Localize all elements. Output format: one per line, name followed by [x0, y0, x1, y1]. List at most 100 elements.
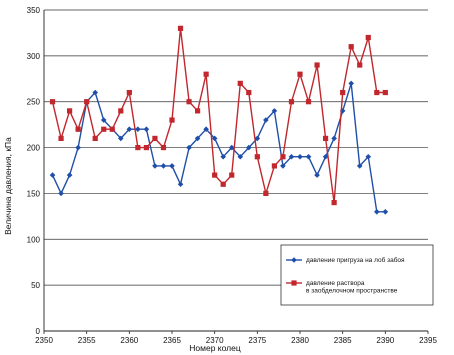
- data-point: [271, 163, 277, 169]
- data-point: [109, 126, 115, 132]
- y-tick-label: 0: [36, 327, 41, 336]
- x-tick-label: 2380: [291, 336, 309, 345]
- data-point: [314, 62, 320, 68]
- data-point: [348, 80, 354, 87]
- data-point: [356, 163, 363, 169]
- data-point: [374, 89, 380, 96]
- data-point: [152, 163, 158, 169]
- x-tick-label: 2390: [376, 336, 394, 345]
- legend-item-1: давление пригруза на лоб забоя: [286, 256, 405, 264]
- data-point: [169, 117, 175, 123]
- y-tick-label: 300: [27, 52, 41, 61]
- x-axis-title: Номер колец: [189, 343, 241, 353]
- data-point: [357, 62, 363, 68]
- data-point: [297, 153, 303, 160]
- y-axis-title: Величина давления, кПа: [3, 137, 13, 235]
- data-point: [160, 144, 167, 151]
- series-2: [49, 25, 388, 206]
- data-point: [365, 34, 371, 41]
- data-point: [177, 181, 184, 188]
- y-tick-label: 100: [27, 235, 41, 244]
- x-tick-label: 2370: [206, 336, 224, 345]
- legend: давление пригруза на лоб забоя давление р…: [280, 244, 434, 306]
- data-point: [331, 135, 337, 142]
- data-point: [203, 126, 209, 133]
- data-point: [212, 172, 218, 178]
- data-point: [340, 89, 346, 96]
- data-point: [67, 108, 73, 114]
- legend-swatch-marker: [291, 280, 297, 286]
- data-point: [186, 144, 192, 151]
- data-point: [237, 153, 244, 160]
- data-point: [331, 200, 337, 206]
- data-point: [177, 25, 184, 31]
- data-point: [126, 89, 132, 96]
- data-point: [322, 153, 329, 160]
- y-tick-label: 150: [27, 189, 41, 198]
- data-point: [118, 108, 124, 114]
- x-tick-labels: 2350 2355 2360 2365 2370 2375 2380 2385 2390 2395: [35, 336, 437, 345]
- data-point: [58, 135, 64, 141]
- data-point: [246, 144, 252, 151]
- y-tick-label: 50: [31, 281, 40, 290]
- data-point: [288, 153, 295, 160]
- legend-box: [280, 244, 434, 306]
- data-point: [84, 99, 90, 105]
- series-group: [49, 25, 389, 215]
- data-point: [118, 135, 124, 142]
- data-point: [305, 153, 312, 160]
- data-point: [220, 153, 226, 160]
- data-point: [101, 126, 107, 132]
- x-tick-label: 2355: [78, 336, 96, 345]
- data-point: [160, 163, 167, 169]
- data-point: [75, 126, 81, 132]
- data-point: [271, 108, 278, 114]
- y-tick-labels: 0 50 100 150 200 250 300 350: [27, 6, 41, 336]
- legend-swatch-marker: [291, 257, 297, 263]
- x-tick-label: 2350: [35, 336, 53, 345]
- data-point: [288, 99, 295, 105]
- series-line: [51, 27, 386, 204]
- data-point: [246, 89, 252, 96]
- data-point: [143, 144, 149, 151]
- legend-label: давление пригруза на лоб забоя: [306, 256, 405, 264]
- axes: [43, 10, 429, 334]
- data-point: [365, 153, 372, 160]
- data-point: [297, 71, 303, 77]
- data-point: [203, 71, 209, 77]
- data-point: [152, 135, 158, 141]
- data-point: [220, 181, 226, 187]
- data-point: [49, 99, 56, 105]
- x-tick-label: 2385: [334, 336, 352, 345]
- data-point: [194, 135, 201, 142]
- data-point: [100, 117, 107, 123]
- data-point: [254, 154, 260, 160]
- data-point: [237, 80, 243, 86]
- data-point: [305, 99, 312, 105]
- legend-label: в заобделочном пространстве: [306, 287, 398, 295]
- x-tick-label: 2360: [120, 336, 138, 345]
- data-point: [186, 99, 192, 105]
- data-point: [280, 154, 286, 160]
- data-point: [228, 144, 235, 151]
- data-point: [195, 108, 201, 114]
- series-line: [51, 82, 386, 213]
- legend-label: давление раствора: [306, 280, 365, 287]
- data-point: [263, 117, 269, 123]
- y-tick-label: 250: [27, 98, 41, 107]
- data-point: [211, 135, 218, 142]
- data-point: [263, 190, 269, 197]
- grid-lines: [44, 9, 428, 286]
- x-tick-label: 2375: [248, 336, 266, 345]
- data-point: [126, 126, 133, 133]
- y-tick-label: 350: [27, 6, 41, 15]
- data-point: [143, 126, 150, 133]
- y-tick-label: 200: [27, 144, 41, 153]
- data-point: [169, 163, 175, 169]
- series-1: [49, 80, 389, 215]
- data-point: [254, 135, 261, 142]
- data-point: [75, 144, 81, 151]
- data-point: [58, 190, 64, 197]
